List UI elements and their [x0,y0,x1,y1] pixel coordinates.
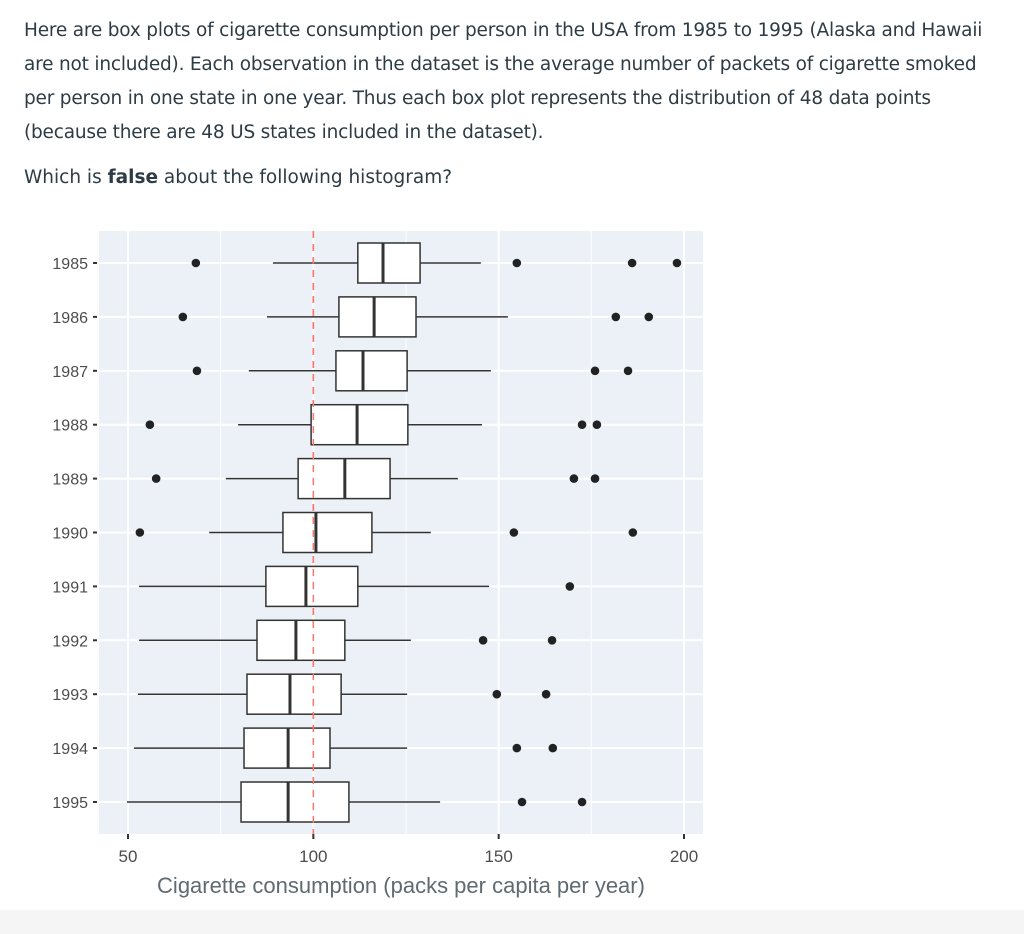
outlier-point [548,743,558,753]
y-tick-label: 1990 [52,526,88,543]
box-iqr-1991 [265,565,359,608]
outlier-point [569,474,579,483]
y-tick-label: 1987 [52,364,88,381]
outlier-point [192,366,202,376]
outlier-point [517,797,527,807]
box-iqr-1995 [240,781,350,823]
outlier-point [512,743,522,753]
y-tick-label: 1991 [52,579,88,596]
outlier-point [178,312,188,322]
bottom-bar [0,910,1024,934]
y-tick-label: 1993 [52,687,88,704]
outlier-point [577,420,587,430]
box-iqr-1988 [310,403,409,446]
outlier-point [590,366,600,376]
y-tick-label: 1994 [52,741,88,758]
outlier-point [590,474,600,483]
box-iqr-1992 [256,619,346,662]
y-tick-label: 1986 [52,310,88,327]
y-tick-label: 1992 [52,633,88,650]
x-tick-label: 200 [670,847,698,866]
prompt-post: about the following histogram? [158,167,453,188]
outlier-point [541,689,551,699]
outlier-point [611,312,621,322]
outlier-point [627,258,637,268]
outlier-point [191,258,201,268]
outlier-point [672,258,682,268]
box-iqr-1993 [246,673,342,715]
outlier-point [478,636,488,645]
box-iqr-1990 [282,511,373,554]
x-tick-label: 150 [484,847,512,866]
outlier-point [512,258,522,268]
outlier-point [577,797,587,807]
y-tick-label: 1985 [52,256,88,273]
question-text: Here are box plots of cigarette consumpt… [24,14,1009,150]
x-axis-label: Cigarette consumption (packs per capita … [157,873,645,898]
outlier-point [623,366,633,376]
prompt-bold: false [107,167,159,188]
outlier-point [644,312,654,322]
question-prompt: Which is false about the following histo… [24,167,452,188]
x-tick-label: 50 [119,847,138,866]
box-iqr-1985 [357,242,421,284]
box-iqr-1986 [338,296,417,338]
y-tick-label: 1995 [52,795,88,812]
box-iqr-1987 [335,350,408,392]
outlier-point [628,528,638,537]
outlier-point [565,582,575,591]
outlier-point [151,474,161,483]
x-tick-label: 100 [299,847,327,866]
outlier-point [509,528,519,537]
outlier-point [145,420,155,430]
y-tick-label: 1989 [52,472,88,489]
outlier-point [492,689,502,699]
outlier-point [547,636,557,645]
outlier-point [135,528,145,537]
y-tick-label: 1988 [52,418,88,435]
question-intro: Here are box plots of cigarette consumpt… [24,20,983,143]
outlier-point [592,420,602,430]
prompt-pre: Which is [24,167,108,188]
